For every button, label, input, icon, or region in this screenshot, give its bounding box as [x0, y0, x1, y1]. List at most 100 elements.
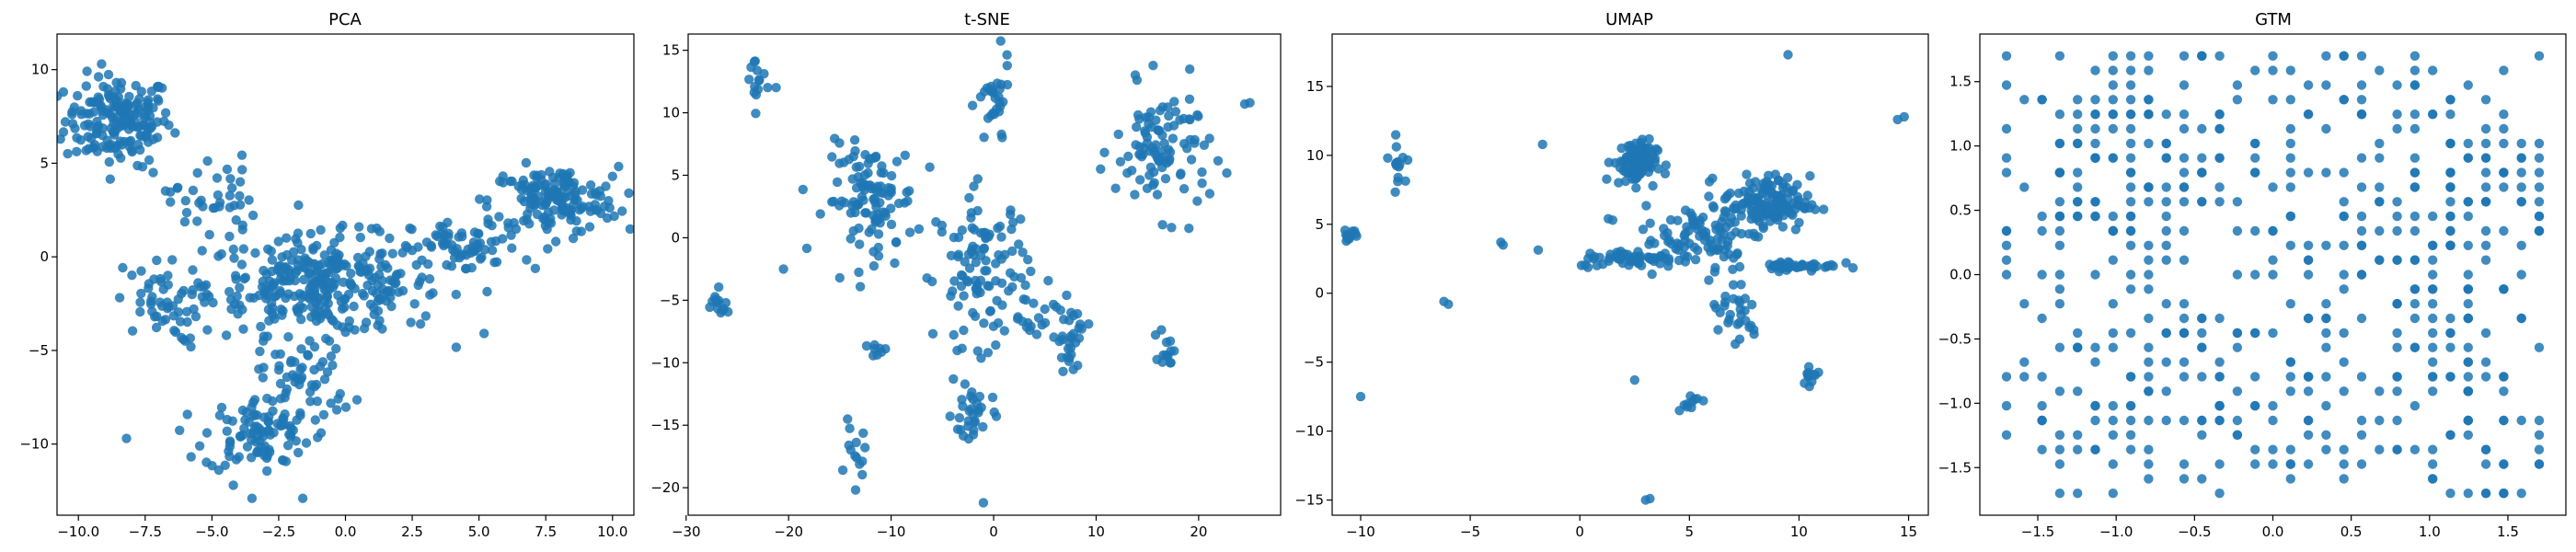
scatter-point [2392, 197, 2402, 207]
scatter-point [2144, 51, 2154, 61]
scatter-point [2409, 109, 2421, 120]
scatter-point [2499, 386, 2509, 397]
scatter-point [2214, 357, 2225, 367]
scatter-point [381, 296, 392, 306]
scatter-point [624, 188, 634, 199]
scatter-point [1222, 167, 1232, 178]
scatter-point [420, 311, 431, 321]
scatter-point [2428, 444, 2438, 454]
scatter-point [263, 244, 273, 254]
scatter-point [2463, 138, 2473, 149]
scatter-point [233, 309, 243, 319]
scatter-point [1185, 114, 1195, 125]
scatter-point [568, 233, 579, 244]
scatter-point [204, 292, 214, 302]
scatter-point [133, 104, 144, 115]
scatter-point [312, 397, 323, 407]
scatter-point [848, 225, 858, 236]
scatter-point [262, 466, 272, 477]
scatter-point [571, 226, 581, 236]
scatter-point [2144, 415, 2154, 426]
scatter-point [2179, 357, 2190, 367]
scatter-point [994, 250, 1004, 260]
scatter-point [2339, 444, 2349, 454]
scatter-point [2019, 372, 2030, 382]
scatter-point [2125, 240, 2136, 250]
scatter-point [976, 353, 986, 363]
scatter-point [2037, 270, 2047, 280]
scatter-point [2463, 211, 2473, 222]
scatter-point [2428, 328, 2438, 339]
scatter-point [2054, 386, 2065, 397]
scatter-point [2392, 299, 2402, 309]
scatter-point [544, 191, 554, 201]
scatter-point [84, 144, 94, 154]
scatter-point [89, 107, 99, 117]
y-tick-label: 10 [662, 105, 680, 121]
scatter-point [2054, 167, 2065, 178]
scatter-point [1064, 338, 1075, 348]
scatter-point [2250, 167, 2260, 178]
scatter-point [2268, 270, 2278, 280]
scatter-point [339, 259, 350, 270]
scatter-point [2161, 357, 2171, 367]
scatter-point [305, 336, 315, 346]
scatter-point [424, 274, 435, 284]
panel-title-gtm: GTM [2255, 10, 2292, 29]
scatter-point [1347, 226, 1358, 236]
scatter-point [858, 428, 868, 438]
scatter-point [559, 181, 570, 192]
scatter-point [169, 326, 179, 336]
scatter-point [2232, 197, 2243, 207]
scatter-point [1638, 224, 1649, 235]
scatter-point [224, 286, 235, 297]
x-tick-label: −1.5 [2021, 523, 2054, 540]
scatter-point [2409, 51, 2421, 61]
x-tick-label: −30 [672, 523, 701, 540]
scatter-point [2161, 328, 2171, 339]
scatter-point [543, 244, 553, 254]
scatter-point [2321, 313, 2331, 324]
x-tick-label: −10.0 [57, 523, 99, 540]
scatter-point [516, 193, 526, 203]
scatter-point [1585, 248, 1595, 259]
scatter-point [1729, 253, 1739, 263]
scatter-point [237, 405, 248, 416]
scatter-point [530, 199, 540, 209]
scatter-point [2144, 444, 2154, 454]
scatter-point [2125, 51, 2136, 61]
scatter-point [2161, 182, 2171, 192]
scatter-point [863, 158, 873, 168]
scatter-point [275, 260, 285, 271]
scatter-point [2321, 80, 2331, 90]
scatter-point [175, 316, 186, 327]
scatter-point [1700, 227, 1711, 237]
scatter-point [2463, 284, 2473, 294]
scatter-point [995, 221, 1006, 232]
scatter-point [751, 89, 762, 100]
scatter-point [475, 194, 485, 204]
scatter-point [375, 248, 385, 259]
scatter-point [1390, 130, 1401, 140]
scatter-point [2073, 489, 2083, 499]
scatter-point [118, 262, 128, 273]
scatter-point [2480, 95, 2491, 105]
scatter-point [137, 162, 148, 172]
scatter-point [2285, 474, 2295, 484]
scatter-point [1213, 155, 1224, 166]
scatter-point [136, 266, 146, 276]
scatter-point [964, 192, 974, 203]
scatter-point [1754, 212, 1765, 223]
scatter-point [2250, 270, 2260, 280]
scatter-point [1704, 191, 1714, 201]
scatter-point [954, 413, 965, 423]
scatter-point [983, 281, 993, 291]
scatter-point [182, 316, 192, 328]
scatter-point [2197, 415, 2207, 426]
scatter-point [2108, 400, 2118, 411]
y-tick-label: −5 [1304, 354, 1324, 371]
scatter-point [2144, 459, 2154, 469]
scatter-point [2392, 444, 2402, 454]
scatter-point [1643, 167, 1654, 178]
scatter-point [844, 155, 854, 165]
